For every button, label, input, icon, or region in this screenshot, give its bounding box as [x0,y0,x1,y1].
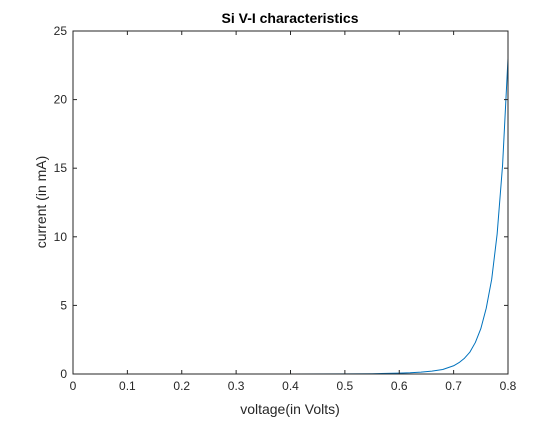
x-tick-label: 0.5 [337,379,354,393]
x-tick-labels: 0 0.1 0.2 0.3 0.4 0.5 0.6 0.7 0.8 [70,379,517,393]
y-tick-labels: 0 5 10 15 20 25 [54,24,68,381]
y-tick-marks [73,30,508,375]
y-tick-label: 10 [54,230,68,244]
x-tick-label: 0.8 [500,379,517,393]
y-axis-label: current (in mA) [33,156,49,249]
x-tick-label: 0.2 [173,379,190,393]
y-tick-label: 25 [54,24,68,38]
x-tick-label: 0.6 [391,379,408,393]
x-tick-label: 0.7 [445,379,462,393]
y-tick-label: 15 [54,161,68,175]
y-tick-label: 20 [54,93,68,107]
plot-area [73,31,508,374]
x-tick-label: 0 [70,379,77,393]
chart-title: Si V-I characteristics [222,10,359,26]
y-tick-label: 5 [60,298,67,312]
x-tick-label: 0.3 [228,379,245,393]
x-axis-label: voltage(in Volts) [240,401,340,417]
x-tick-label: 0.4 [282,379,299,393]
x-tick-marks [72,31,509,374]
x-tick-label: 0.1 [119,379,136,393]
y-tick-label: 0 [60,367,67,381]
